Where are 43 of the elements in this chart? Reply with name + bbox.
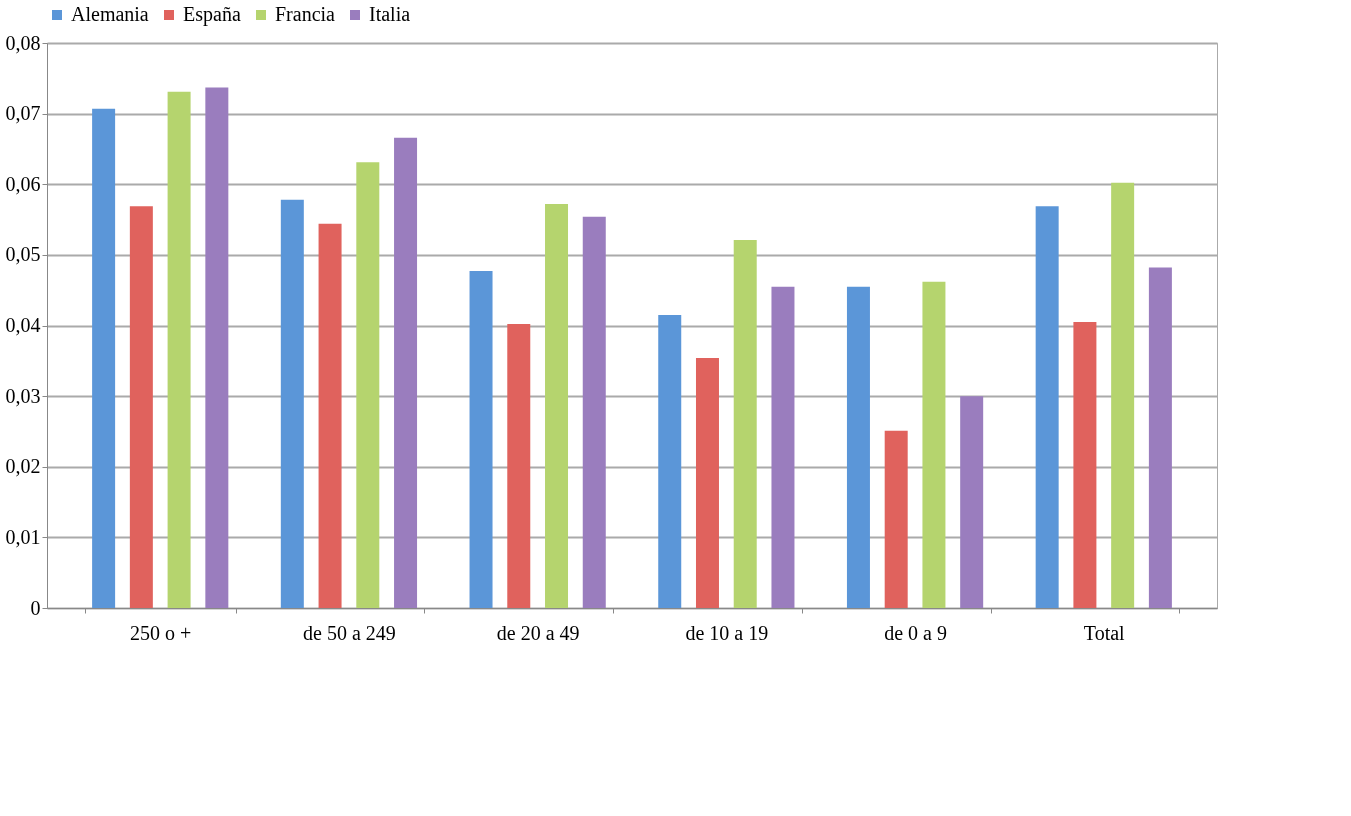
x-tick-label: de 10 a 19 (685, 621, 769, 644)
y-tick-label: 0,03 (5, 384, 41, 407)
x-tick-label: de 50 a 249 (303, 621, 396, 644)
bar (846, 286, 870, 608)
bar (507, 324, 531, 608)
x-tick-label: 250 o + (130, 621, 192, 644)
y-tick-label: 0,08 (5, 31, 41, 54)
bar (658, 314, 682, 608)
bar (545, 204, 569, 608)
y-tick-label: 0,06 (5, 172, 41, 195)
bar (129, 206, 153, 608)
bar (733, 240, 757, 608)
bar (922, 281, 946, 608)
bar (205, 87, 229, 608)
y-tick-label: 0,01 (5, 525, 41, 548)
x-tick-label: Total (1083, 621, 1126, 644)
bar (167, 91, 191, 608)
bar (1148, 267, 1172, 608)
x-tick-label: de 0 a 9 (884, 621, 947, 644)
legend-label: España (183, 3, 241, 26)
bar (92, 108, 116, 608)
legend-label: Francia (275, 3, 336, 25)
bar (960, 396, 984, 608)
bar (1073, 321, 1097, 608)
bar (582, 216, 606, 608)
bar (1111, 182, 1135, 608)
y-tick-label: 0,04 (5, 314, 41, 336)
legend-label: Italia (369, 3, 411, 25)
bar (394, 137, 418, 608)
bar (280, 199, 304, 608)
bar (356, 162, 380, 608)
legend-label: Alemania (71, 3, 149, 25)
y-tick-label: 0,02 (5, 455, 41, 478)
bar (695, 357, 719, 608)
bar (771, 286, 795, 608)
y-tick-label: 0 (30, 596, 41, 619)
bar (469, 271, 493, 608)
bar (318, 223, 342, 608)
bar (1035, 206, 1059, 608)
bar (884, 430, 908, 608)
y-tick-label: 0,05 (5, 243, 41, 266)
y-tick-label: 0,07 (5, 102, 41, 125)
x-tick-label: de 20 a 49 (496, 621, 580, 644)
